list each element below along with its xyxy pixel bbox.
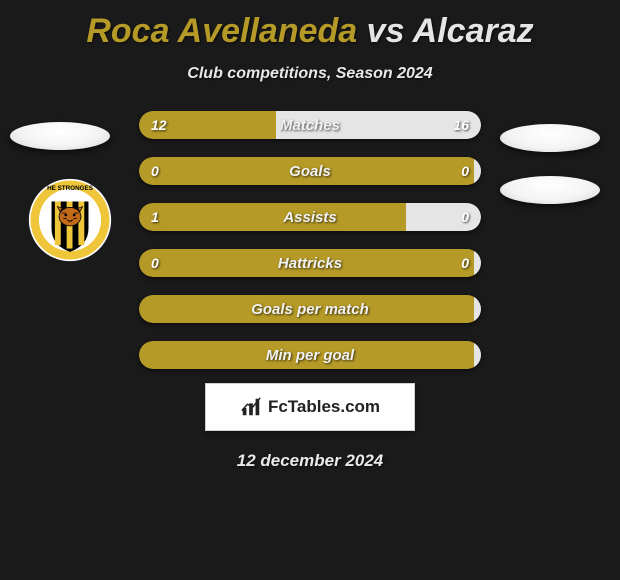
chart-icon: [240, 396, 262, 418]
bar-value-right: 16: [453, 111, 469, 139]
title-vs: vs: [367, 12, 405, 50]
bar-label: Min per goal: [139, 341, 481, 369]
bar-value-right: 0: [461, 249, 469, 277]
fctables-link[interactable]: FcTables.com: [205, 383, 415, 431]
bar-row-assists: 1 Assists 0: [139, 203, 481, 231]
page-title: Roca Avellaneda vs Alcaraz: [0, 0, 620, 51]
bar-label: Goals: [139, 157, 481, 185]
bar-label: Matches: [139, 111, 481, 139]
subtitle: Club competitions, Season 2024: [0, 65, 620, 83]
shield-icon: HE STRONGES: [28, 178, 112, 262]
decorative-ellipse: [500, 124, 600, 152]
bar-label: Hattricks: [139, 249, 481, 277]
bar-label: Goals per match: [139, 295, 481, 323]
bar-row-matches: 12 Matches 16: [139, 111, 481, 139]
team-badge-left: HE STRONGES: [28, 178, 112, 262]
bar-value-right: 0: [461, 203, 469, 231]
fctables-label: FcTables.com: [268, 397, 380, 417]
bar-row-min-per-goal: Min per goal: [139, 341, 481, 369]
bar-row-goals: 0 Goals 0: [139, 157, 481, 185]
title-right-name: Alcaraz: [413, 12, 534, 50]
bar-value-right: 0: [461, 157, 469, 185]
title-left-name: Roca Avellaneda: [86, 12, 357, 50]
decorative-ellipse: [500, 176, 600, 204]
stats-bars: 12 Matches 16 0 Goals 0 1 Assists 0 0 Ha…: [139, 111, 481, 369]
decorative-ellipse: [10, 122, 110, 150]
bar-row-hattricks: 0 Hattricks 0: [139, 249, 481, 277]
bar-row-goals-per-match: Goals per match: [139, 295, 481, 323]
bar-label: Assists: [139, 203, 481, 231]
date-text: 12 december 2024: [0, 451, 620, 471]
svg-text:HE STRONGES: HE STRONGES: [47, 185, 93, 192]
